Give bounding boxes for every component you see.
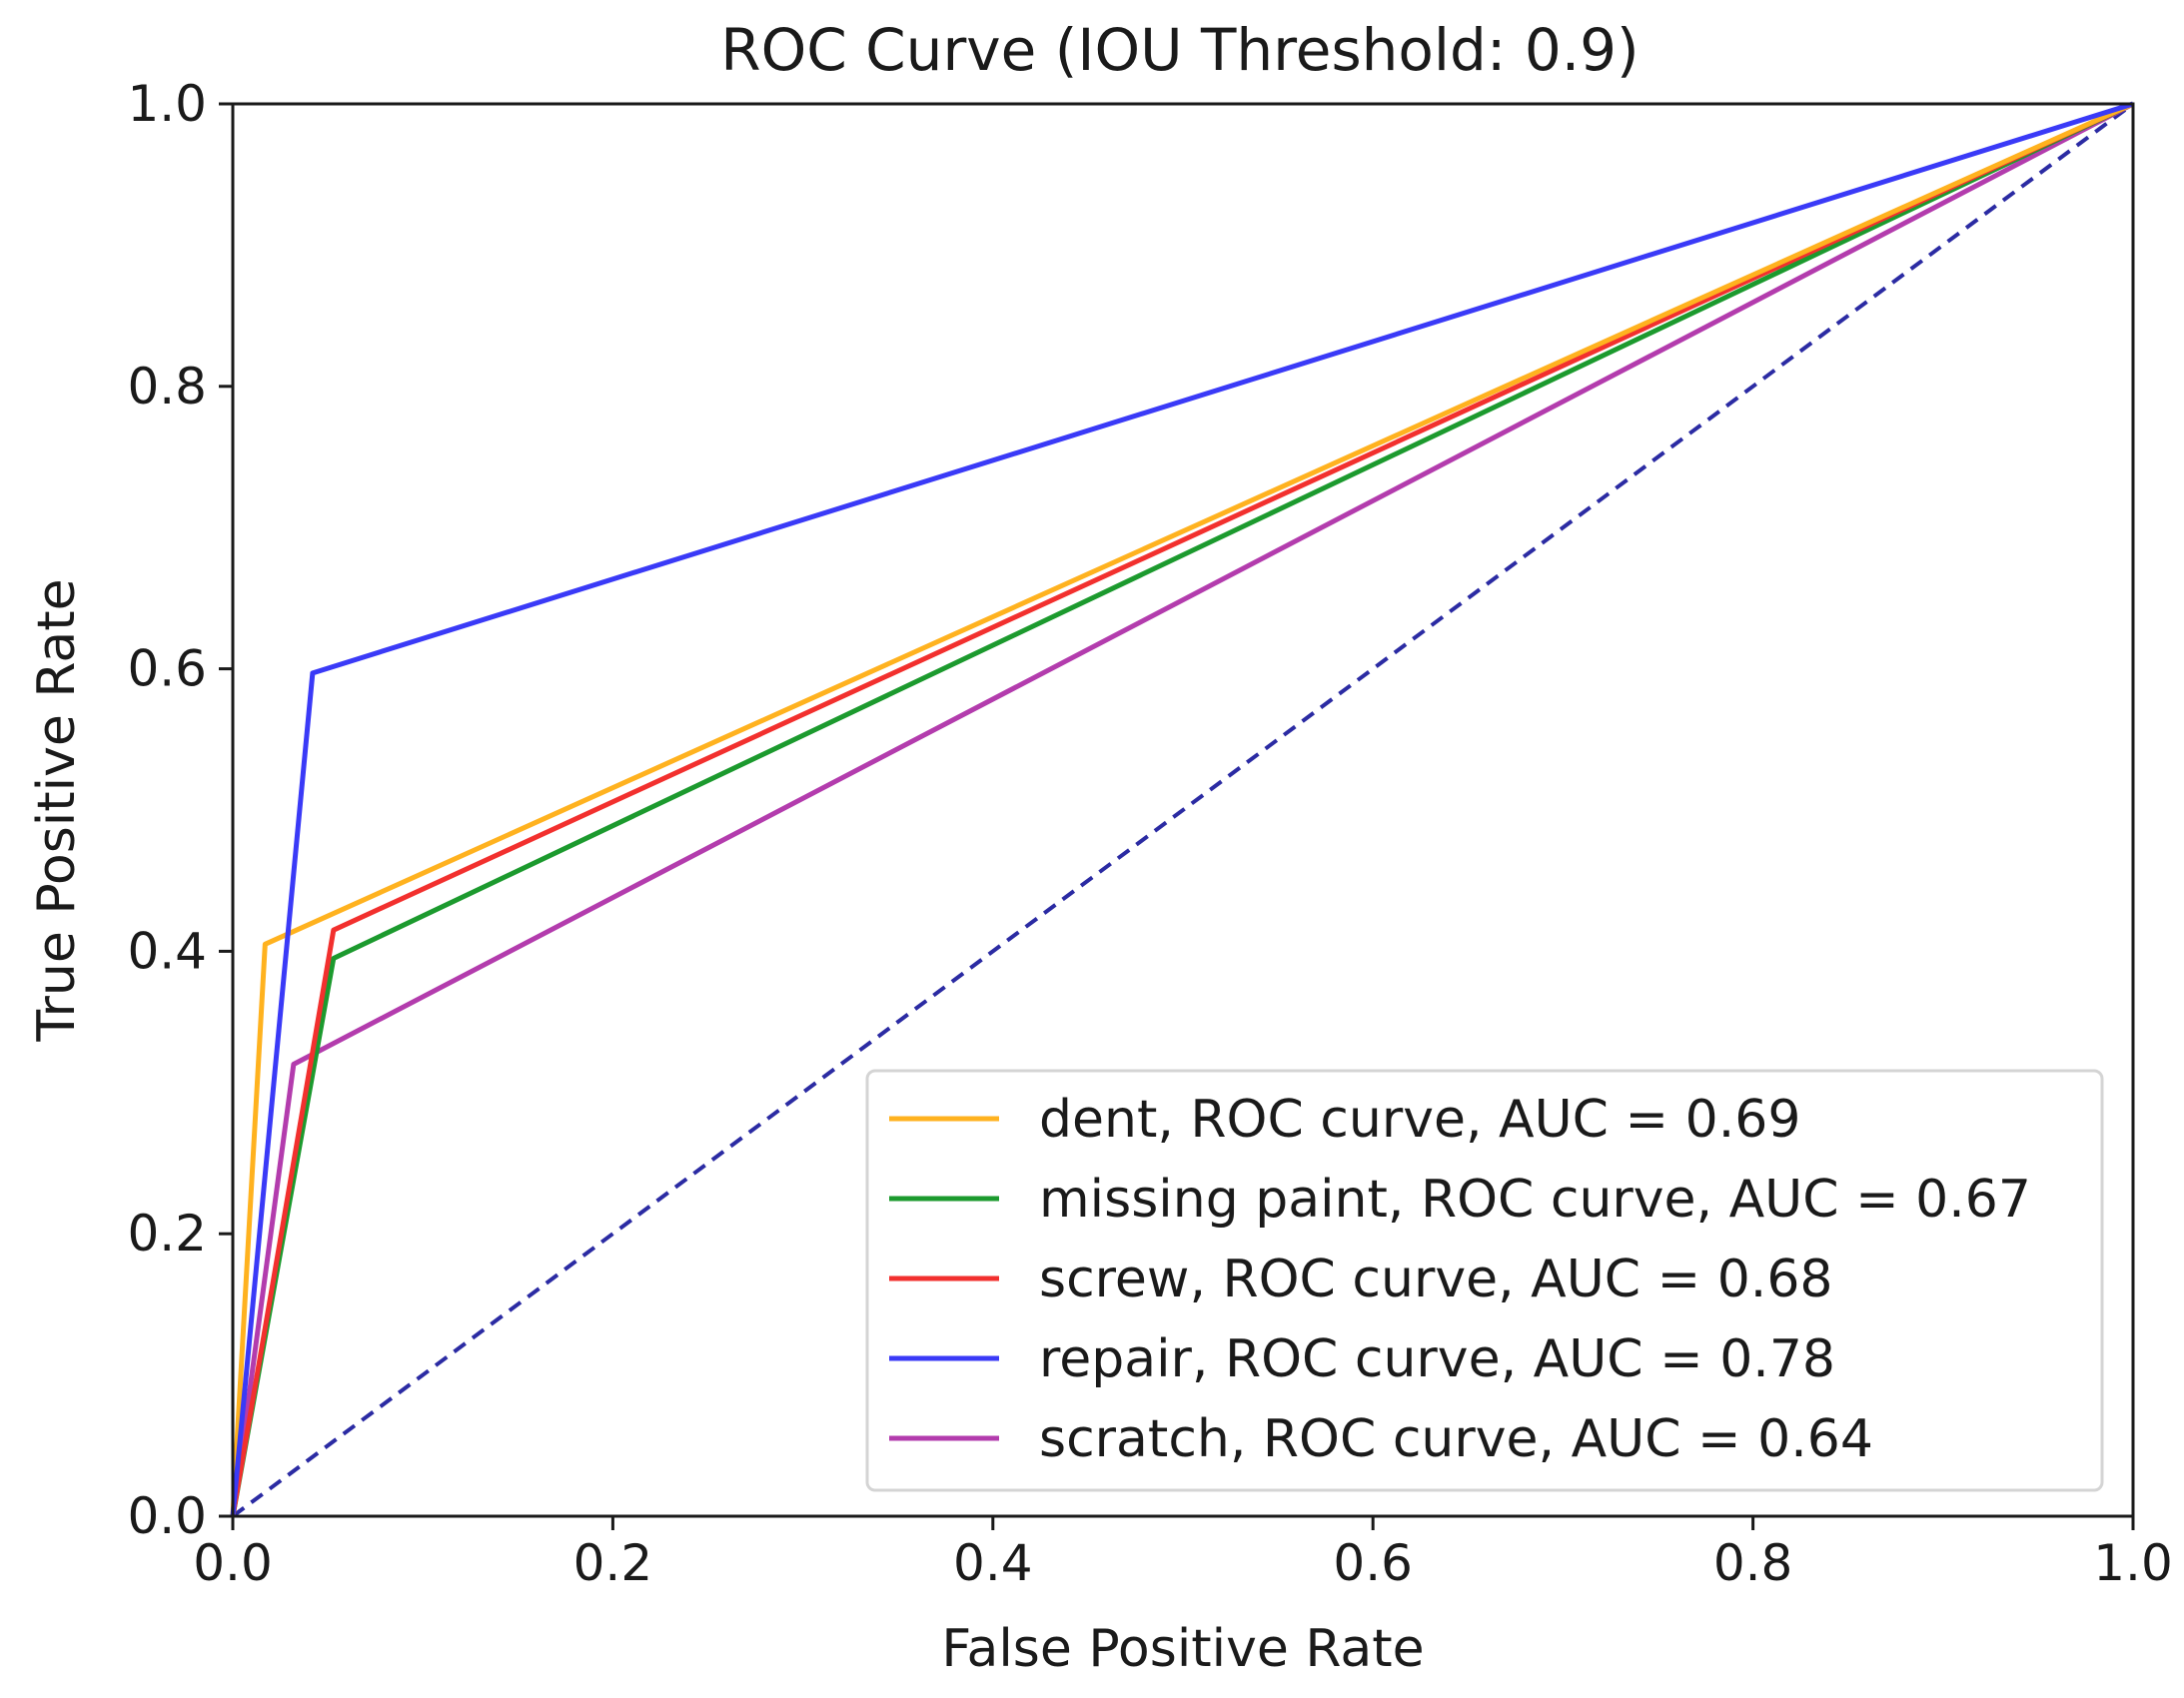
- legend-label-1: dent, ROC curve, AUC = 0.69: [1039, 1090, 1800, 1150]
- y-tick-label: 1.0: [127, 75, 207, 133]
- x-tick-label: 0.8: [1713, 1534, 1793, 1592]
- y-tick-label: 0.8: [127, 358, 207, 416]
- series-line-4: [230, 101, 2134, 1517]
- legend-label-5: scratch, ROC curve, AUC = 0.64: [1039, 1409, 1873, 1469]
- y-tick-label: 0.2: [127, 1205, 207, 1263]
- series-line-5: [230, 101, 2135, 1517]
- y-tick-label: 0.4: [127, 922, 207, 980]
- plot-frame: [231, 102, 2135, 1518]
- legend-label-4: repair, ROC curve, AUC = 0.78: [1039, 1329, 1835, 1389]
- y-tick-label: 0.6: [127, 640, 207, 698]
- chart-title: ROC Curve (IOU Threshold: 0.9): [720, 16, 1638, 84]
- x-tick-label: 0.0: [193, 1534, 273, 1592]
- x-axis-title: False Positive Rate: [941, 1619, 1424, 1679]
- x-axis: 0.0 0.2 0.4 0.6 0.8 1.0: [193, 1516, 2173, 1592]
- legend-label-3: screw, ROC curve, AUC = 0.68: [1039, 1250, 1833, 1309]
- y-tick-label: 0.0: [127, 1487, 207, 1545]
- plot-area: [230, 101, 2135, 1518]
- series-line-3: [230, 101, 2135, 1517]
- x-tick-label: 0.6: [1333, 1534, 1413, 1592]
- y-axis-title: True Positive Rate: [27, 578, 87, 1042]
- x-tick-label: 0.2: [573, 1534, 653, 1592]
- series-line-1: [230, 101, 2135, 1517]
- legend-label-2: missing paint, ROC curve, AUC = 0.67: [1039, 1170, 2031, 1230]
- legend-box: [865, 1069, 2104, 1492]
- diagonal-reference-line: [231, 102, 2135, 1518]
- legend: dent, ROC curve, AUC = 0.69 missing paint…: [865, 1069, 2104, 1492]
- x-tick-label: 1.0: [2093, 1534, 2173, 1592]
- y-axis: 0.0 0.2 0.4 0.6 0.8 1.0: [127, 75, 233, 1545]
- x-tick-label: 0.4: [953, 1534, 1033, 1592]
